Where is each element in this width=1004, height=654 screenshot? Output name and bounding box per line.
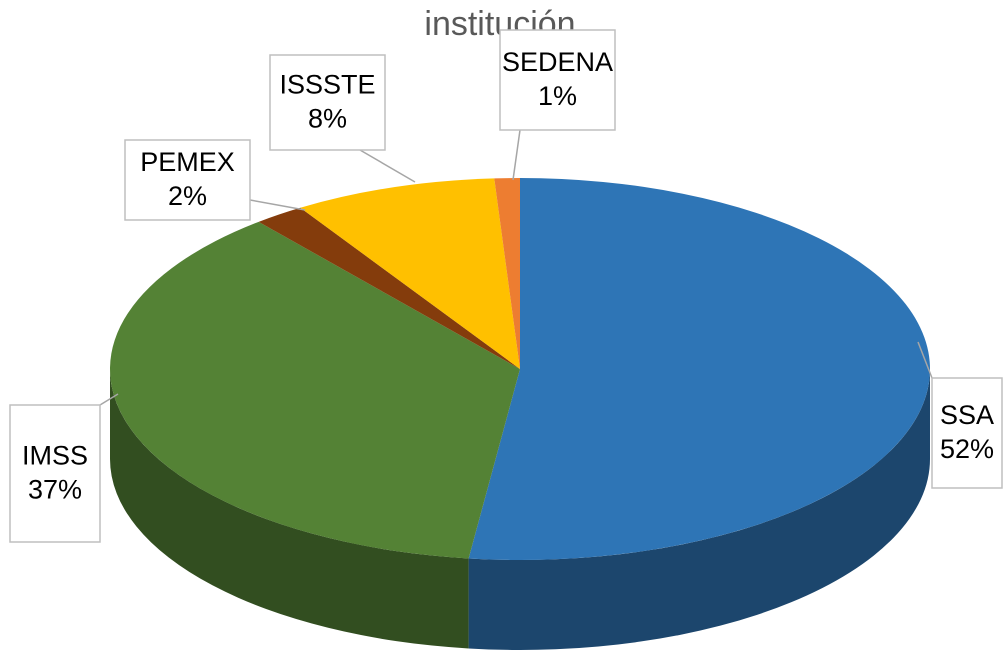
label-value: 8% — [308, 104, 347, 134]
leader-line — [512, 129, 521, 181]
pie-side — [468, 369, 930, 650]
label-box — [124, 139, 251, 221]
pie-slice — [258, 207, 520, 369]
label-value: 37% — [28, 475, 82, 505]
label-box — [9, 404, 101, 543]
label-category: ISSSTE — [279, 70, 375, 100]
pie-slice — [300, 178, 520, 369]
pie-slice — [110, 221, 520, 559]
label-box — [931, 377, 1003, 489]
pie-slice — [494, 178, 520, 369]
label-category: IMSS — [22, 441, 88, 471]
label-category: SEDENA — [502, 47, 613, 77]
label-value: 1% — [538, 81, 577, 111]
pie-slice — [468, 178, 931, 561]
label-category: PEMEX — [140, 147, 235, 177]
leader-line — [917, 341, 933, 379]
label-category: SSA — [940, 400, 994, 430]
label-box — [269, 54, 386, 151]
leader-line — [249, 199, 306, 211]
label-box — [499, 29, 616, 131]
label-value: 2% — [168, 181, 207, 211]
leader-line — [359, 149, 416, 183]
pie-side — [110, 369, 469, 649]
leader-line — [99, 393, 119, 406]
label-value: 52% — [940, 434, 994, 464]
